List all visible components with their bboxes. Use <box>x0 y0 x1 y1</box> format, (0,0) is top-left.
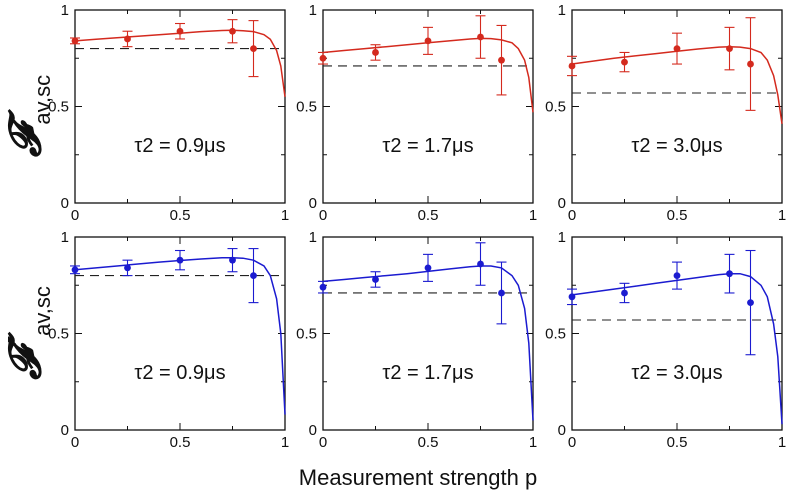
data-point <box>229 256 236 264</box>
data-point <box>250 45 257 52</box>
data-point <box>229 27 236 35</box>
data-point <box>747 299 754 307</box>
data-point <box>673 45 681 52</box>
x-tick-label: 1 <box>529 207 537 224</box>
x-tick-label: 1 <box>778 434 786 451</box>
y-tick-label: 0.5 <box>545 326 566 343</box>
data-point <box>176 27 184 35</box>
tau-annotation: τ2 = 1.7μs <box>382 135 473 157</box>
row1-ylabel: 𝓕av,sc <box>0 75 55 158</box>
data-point <box>747 60 754 68</box>
row2-ylabel: 𝓕′av,sc <box>0 286 55 381</box>
data-point <box>621 58 628 66</box>
y-tick-label: 0.5 <box>296 326 317 343</box>
panel-3: 0 0.5 1 0 0.5 1 τ2 = 3.0μs <box>545 2 786 224</box>
row1-ylabel-subscript: av,sc <box>30 75 55 125</box>
data-point <box>124 35 131 43</box>
row2-ylabel-prime: ′ <box>0 335 51 347</box>
tau-annotation: τ2 = 1.7μs <box>382 362 473 384</box>
svg-text:𝓕′av,sc: 𝓕′av,sc <box>0 286 55 381</box>
x-tick-label: 0.5 <box>418 434 439 451</box>
x-tick-label: 0 <box>568 434 576 451</box>
data-point <box>176 256 184 264</box>
y-tick-label: 1 <box>309 2 317 19</box>
panel-6: 0 0.5 1 0 0.5 1 τ2 = 3.0μs <box>545 229 786 451</box>
y-tick-label: 1 <box>61 2 69 19</box>
y-tick-label: 0 <box>309 422 317 439</box>
y-tick-label: 0 <box>309 195 317 212</box>
data-point <box>319 54 327 62</box>
row2-ylabel-subscript: av,sc <box>30 286 55 336</box>
tau-annotation: τ2 = 3.0μs <box>631 362 722 384</box>
data-point <box>372 276 379 283</box>
y-tick-label: 0.5 <box>296 99 317 116</box>
data-point <box>568 293 576 301</box>
svg-text:𝓕av,sc: 𝓕av,sc <box>0 75 55 158</box>
x-tick-label: 1 <box>778 207 786 224</box>
panel-5: 0 0.5 1 0 0.5 1 τ2 = 1.7μs <box>296 229 537 451</box>
data-point <box>71 266 79 274</box>
x-tick-label: 0.5 <box>170 434 191 451</box>
y-tick-label: 1 <box>309 229 317 246</box>
data-point <box>71 37 79 45</box>
y-tick-label: 0 <box>61 195 69 212</box>
y-tick-label: 0.5 <box>48 99 69 116</box>
data-point <box>621 289 628 297</box>
data-point <box>424 37 432 45</box>
y-tick-label: 0 <box>558 422 566 439</box>
panel-4: 0 0.5 1 0 0.5 1 τ2 = 0.9μs <box>48 229 289 451</box>
x-tick-label: 1 <box>281 434 289 451</box>
y-tick-label: 0 <box>61 422 69 439</box>
x-tick-label: 0.5 <box>418 207 439 224</box>
tau-annotation: τ2 = 0.9μs <box>134 135 225 157</box>
y-tick-label: 0 <box>558 195 566 212</box>
panel-1: 0 0.5 1 0 0.5 1 τ2 = 0.9μs <box>48 2 289 224</box>
x-tick-label: 0.5 <box>667 207 688 224</box>
x-axis-label: Measurement strength p <box>299 465 537 490</box>
y-tick-label: 0.5 <box>545 99 566 116</box>
data-point <box>250 272 257 279</box>
x-tick-label: 0.5 <box>667 434 688 451</box>
x-tick-label: 0 <box>71 207 79 224</box>
y-tick-label: 1 <box>61 229 69 246</box>
x-tick-label: 0 <box>319 207 327 224</box>
data-point <box>477 33 484 41</box>
x-tick-label: 0 <box>319 434 327 451</box>
x-tick-label: 0 <box>568 207 576 224</box>
data-point <box>726 45 733 52</box>
x-tick-label: 0 <box>71 434 79 451</box>
y-tick-label: 1 <box>558 229 566 246</box>
y-tick-label: 0.5 <box>48 326 69 343</box>
data-point <box>372 49 379 56</box>
data-point <box>477 260 484 268</box>
data-point <box>673 272 681 279</box>
data-point <box>319 283 327 291</box>
x-tick-label: 0.5 <box>170 207 191 224</box>
y-tick-label: 1 <box>558 2 566 19</box>
data-point <box>726 270 733 278</box>
data-point <box>498 289 505 297</box>
panel-2: 0 0.5 1 0 0.5 1 τ2 = 1.7μs <box>296 2 537 224</box>
data-point <box>498 56 505 64</box>
x-tick-label: 1 <box>281 207 289 224</box>
data-point <box>424 264 432 272</box>
tau-annotation: τ2 = 3.0μs <box>631 135 722 157</box>
data-point <box>124 264 131 272</box>
tau-annotation: τ2 = 0.9μs <box>134 362 225 384</box>
x-tick-label: 1 <box>529 434 537 451</box>
data-point <box>568 62 576 70</box>
